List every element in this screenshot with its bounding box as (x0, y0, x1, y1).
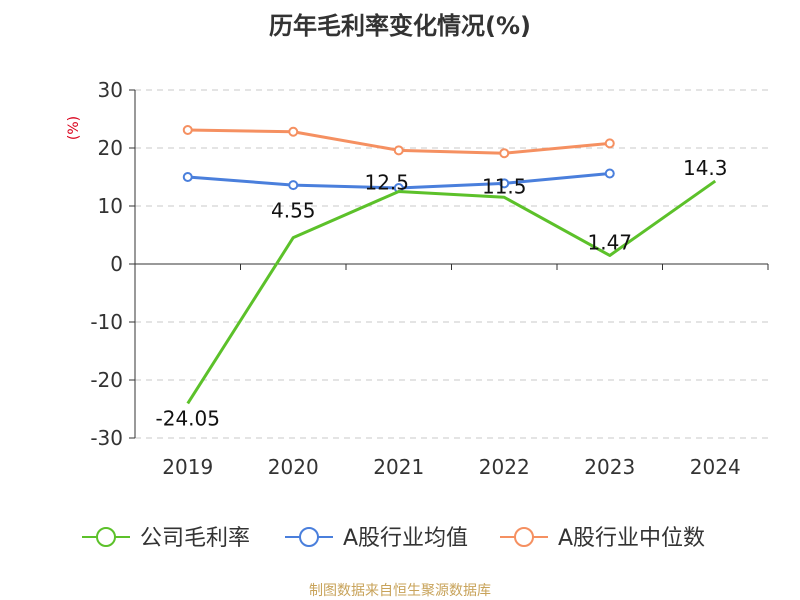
data-label: 11.5 (482, 174, 527, 198)
series-point (288, 126, 299, 137)
y-tick-label: -10 (90, 310, 123, 334)
legend-label: A股行业中位数 (558, 526, 705, 551)
series-point (499, 148, 510, 159)
legend-label: 公司毛利率 (140, 526, 250, 551)
data-label: -24.05 (156, 406, 220, 430)
y-tick-label: -20 (90, 368, 123, 392)
series-line-0 (186, 179, 717, 405)
chart-title: 历年毛利率变化情况(%) (269, 12, 531, 40)
source-note: 制图数据来自恒生聚源数据库 (309, 583, 491, 599)
x-tick-label: 2022 (479, 455, 530, 479)
data-label: 12.5 (364, 171, 409, 195)
y-tick-label: -30 (90, 426, 123, 450)
data-label: 14.3 (683, 156, 728, 180)
data-label: 1.47 (587, 230, 632, 254)
legend: 公司毛利率 A股行业均值 A股行业中位数 (82, 526, 705, 551)
legend-marker (299, 527, 319, 547)
series-point (182, 125, 193, 136)
data-labels: -24.05 4.55 12.5 11.5 1.47 14.3 (156, 156, 728, 430)
legend-marker (96, 527, 116, 547)
y-tick-label: 30 (98, 78, 123, 102)
series-point (499, 178, 510, 189)
axes: -30 -20 -10 0 10 20 30 2019 2020 2021 2022 2023 2024 (90, 78, 769, 479)
series-point (182, 172, 193, 182)
y-tick-label: 10 (98, 194, 123, 218)
series-point (604, 138, 615, 149)
series-point (288, 180, 299, 191)
legend-label: A股行业均值 (343, 526, 468, 551)
x-tick-label: 2023 (584, 455, 635, 479)
legend-marker (514, 527, 534, 547)
series-point (604, 168, 615, 179)
x-tick-label: 2024 (690, 455, 741, 479)
x-tick-label: 2019 (162, 455, 213, 479)
y-tick-label: 0 (110, 252, 123, 276)
x-tick-label: 2021 (373, 455, 424, 479)
data-label: 4.55 (271, 199, 316, 223)
x-tick-label: 2020 (268, 455, 319, 479)
series-point (393, 145, 404, 156)
series-group (182, 125, 717, 405)
y-axis-label: (%) (66, 116, 82, 140)
y-tick-label: 20 (98, 136, 123, 160)
